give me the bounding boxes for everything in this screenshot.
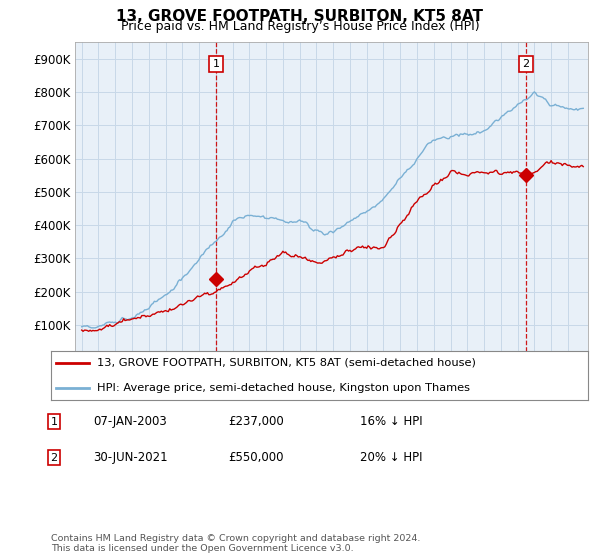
Text: 30-JUN-2021: 30-JUN-2021	[93, 451, 167, 464]
Text: HPI: Average price, semi-detached house, Kingston upon Thames: HPI: Average price, semi-detached house,…	[97, 382, 470, 393]
Text: 16% ↓ HPI: 16% ↓ HPI	[360, 415, 422, 428]
Text: 1: 1	[213, 59, 220, 69]
Text: 13, GROVE FOOTPATH, SURBITON, KT5 8AT (semi-detached house): 13, GROVE FOOTPATH, SURBITON, KT5 8AT (s…	[97, 358, 476, 368]
Text: 20% ↓ HPI: 20% ↓ HPI	[360, 451, 422, 464]
Text: Price paid vs. HM Land Registry’s House Price Index (HPI): Price paid vs. HM Land Registry’s House …	[121, 20, 479, 33]
Text: 2: 2	[50, 452, 58, 463]
Text: £550,000: £550,000	[228, 451, 284, 464]
Text: 13, GROVE FOOTPATH, SURBITON, KT5 8AT: 13, GROVE FOOTPATH, SURBITON, KT5 8AT	[116, 9, 484, 24]
Text: Contains HM Land Registry data © Crown copyright and database right 2024.
This d: Contains HM Land Registry data © Crown c…	[51, 534, 421, 553]
Text: £237,000: £237,000	[228, 415, 284, 428]
Text: 07-JAN-2003: 07-JAN-2003	[93, 415, 167, 428]
Text: 2: 2	[523, 59, 530, 69]
Text: 1: 1	[50, 417, 58, 427]
